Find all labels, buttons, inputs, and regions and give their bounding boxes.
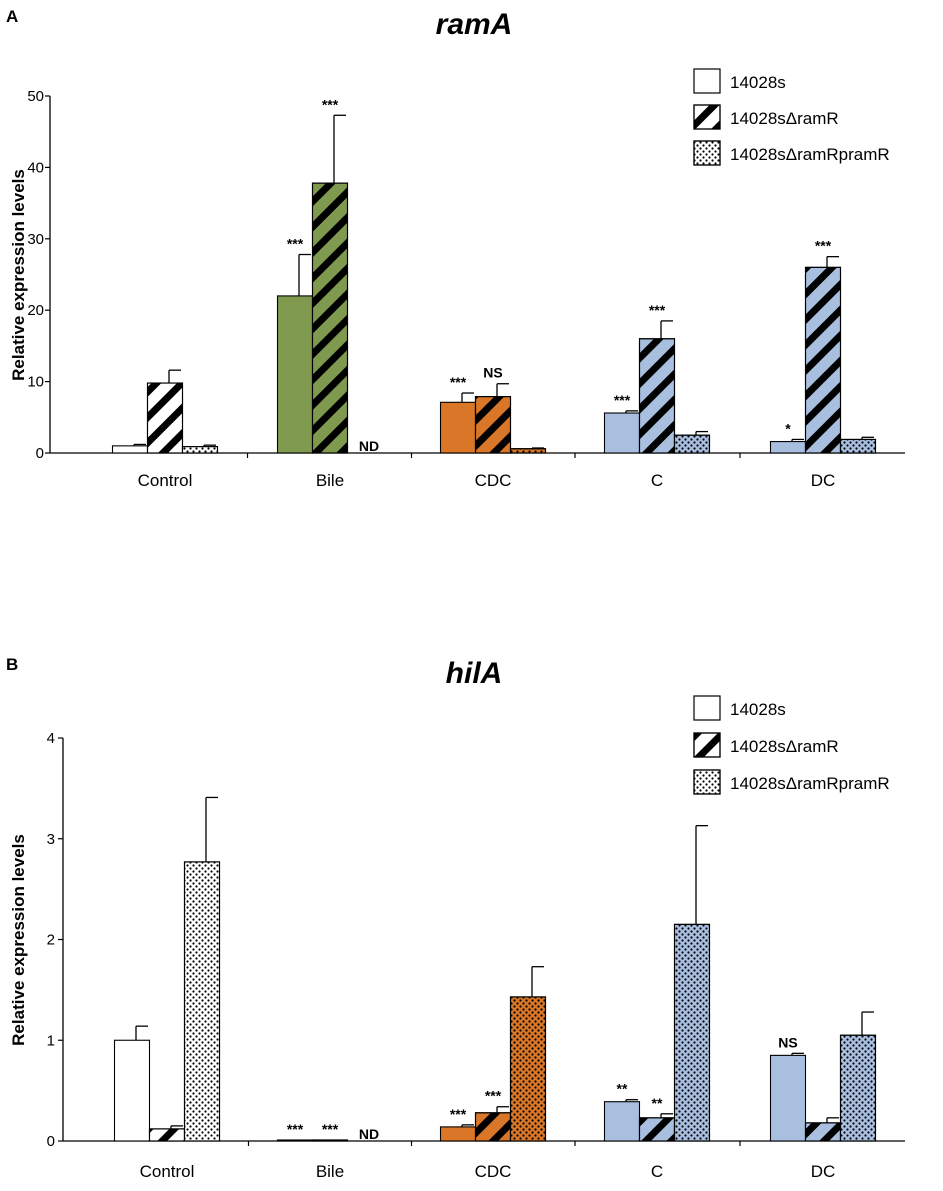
panel-b-significance-label: ** <box>652 1095 663 1111</box>
panel-b-bar-pramr-cdc-pattern <box>509 996 547 1142</box>
panel-a-significance-label: * <box>785 420 791 436</box>
panel-b-y-axis-label: Relative expression levels <box>9 834 28 1046</box>
panel-b-title: hilA <box>446 657 503 690</box>
panel-a-bar-wt-cdc <box>439 401 477 454</box>
panel-b-y-tick-label: 4 <box>47 730 55 747</box>
panel-b-category-label: Control <box>140 1162 195 1181</box>
panel-a-significance-label: ND <box>359 438 379 454</box>
legend-label-ramr: 14028sΔramR <box>730 737 839 756</box>
panel-a-significance-label: *** <box>815 238 832 254</box>
panel-a-y-tick-label: 40 <box>27 159 44 176</box>
panel-b-bar-ramr-control-pattern <box>148 1128 186 1142</box>
panel-a-bar-wt-dc <box>769 441 807 454</box>
panel-b-significance-label: ND <box>359 1126 379 1142</box>
panel-a-significance-label: *** <box>322 96 339 112</box>
panel-b-significance-label: NS <box>778 1034 797 1050</box>
panel-a-bar-pramr-c-pattern <box>673 434 711 454</box>
panel-b-bar-wt-control <box>113 1039 151 1142</box>
panel-b-category-label: DC <box>811 1162 836 1181</box>
panel-b-bar-wt-bile <box>276 1139 314 1142</box>
panel-a-bar-ramr-control-pattern <box>146 382 184 454</box>
panel-a-significance-label: *** <box>614 392 631 408</box>
panel-a-legend: 14028s 14028sΔramR 14028sΔramRpramR <box>693 68 890 166</box>
panel-b-bar-pramr-dc-pattern <box>839 1034 877 1142</box>
panel-a-y-axis-label: Relative expression levels <box>9 169 28 381</box>
panel-a-bar-wt-bile <box>276 295 314 454</box>
panel-b-legend: 14028s 14028sΔramR 14028sΔramRpramR <box>693 695 890 795</box>
panel-a-significance-label: *** <box>649 302 666 318</box>
legend-label-pramr: 14028sΔramRpramR <box>730 774 890 793</box>
panel-b-significance-label: *** <box>450 1106 467 1122</box>
panel-a-bar-ramr-c-pattern <box>638 338 676 454</box>
panel-a-category-label: DC <box>811 471 836 490</box>
panel-a-category-label: C <box>651 471 663 490</box>
panel-a-category-label: CDC <box>475 471 512 490</box>
legend-label-14028s: 14028s <box>730 73 786 92</box>
legend-swatch-ramr-pattern <box>693 732 721 758</box>
legend-swatch-pramr-pattern <box>693 769 721 795</box>
panel-b-label: B <box>6 655 18 674</box>
panel-b-bar-ramr-c-pattern <box>638 1117 676 1142</box>
panel-b-category-label: Bile <box>316 1162 344 1181</box>
panel-a-title: ramA <box>436 8 513 41</box>
panel-b-significance-label: ** <box>617 1081 628 1097</box>
panel-a-y-tick-label: 20 <box>27 302 44 319</box>
panel-a-bar-wt-c <box>603 412 641 454</box>
legend-swatch-14028s <box>693 695 721 721</box>
legend-label-14028s: 14028s <box>730 700 786 719</box>
panel-b-category-label: C <box>651 1162 663 1181</box>
panel-b-y-tick-label: 1 <box>47 1032 55 1049</box>
legend-label-pramr: 14028sΔramRpramR <box>730 145 890 164</box>
panel-b-y-tick-label: 2 <box>47 932 55 949</box>
panel-a-bar-ramr-bile-pattern <box>311 182 349 454</box>
panel-a-y-tick-label: 50 <box>27 88 44 105</box>
legend-swatch-14028s <box>693 68 721 94</box>
panel-a-y-tick-label: 30 <box>27 231 44 248</box>
panel-a-bar-ramr-cdc-pattern <box>474 396 512 454</box>
panel-a-significance-label: *** <box>287 236 304 252</box>
panel-b-y-tick-label: 3 <box>47 831 55 848</box>
panel-b-y-tick-label: 0 <box>47 1133 55 1150</box>
panel-a-category-label: Bile <box>316 471 344 490</box>
panel-a-significance-label: NS <box>483 365 502 381</box>
panel-b-bar-pramr-control-pattern <box>183 861 221 1142</box>
legend-label-ramr: 14028sΔramR <box>730 109 839 128</box>
panel-b-bar-wt-dc <box>769 1054 807 1142</box>
panel-b-significance-label: *** <box>287 1121 304 1137</box>
panel-a-bar-ramr-dc-pattern <box>804 266 842 454</box>
panel-a-bar-pramr-dc-pattern <box>839 438 877 454</box>
panel-a-bar-pramr-control-pattern <box>181 446 219 454</box>
panel-a-significance-label: *** <box>450 374 467 390</box>
panel-b-category-label: CDC <box>475 1162 512 1181</box>
panel-b: B hilA Relative expression levels 0 1 2 3 4 C… <box>6 655 905 1181</box>
panel-a-bar-pramr-cdc-pattern <box>509 448 547 454</box>
panel-b-significance-label: *** <box>322 1121 339 1137</box>
panel-b-bar-pramr-c-pattern <box>673 923 711 1142</box>
panel-a: A ramA Relative expression levels 0 10 20 3… <box>6 7 905 490</box>
panel-b-bar-ramr-bile-pattern <box>311 1139 349 1142</box>
panel-a-y-tick-label: 10 <box>27 374 44 391</box>
panel-a-category-label: Control <box>138 471 193 490</box>
panel-b-bar-ramr-dc-pattern <box>804 1122 842 1142</box>
panel-a-y-tick-label: 0 <box>36 445 44 462</box>
legend-swatch-ramr-pattern <box>693 104 721 130</box>
panel-b-bar-wt-c <box>603 1101 641 1142</box>
panel-a-bar-wt-control <box>111 445 149 454</box>
panel-b-bar-ramr-cdc-pattern <box>474 1112 512 1142</box>
panel-a-label: A <box>6 7 18 26</box>
legend-swatch-pramr-pattern <box>693 140 721 166</box>
panel-b-bar-wt-cdc <box>439 1126 477 1142</box>
panel-b-significance-label: *** <box>485 1088 502 1104</box>
